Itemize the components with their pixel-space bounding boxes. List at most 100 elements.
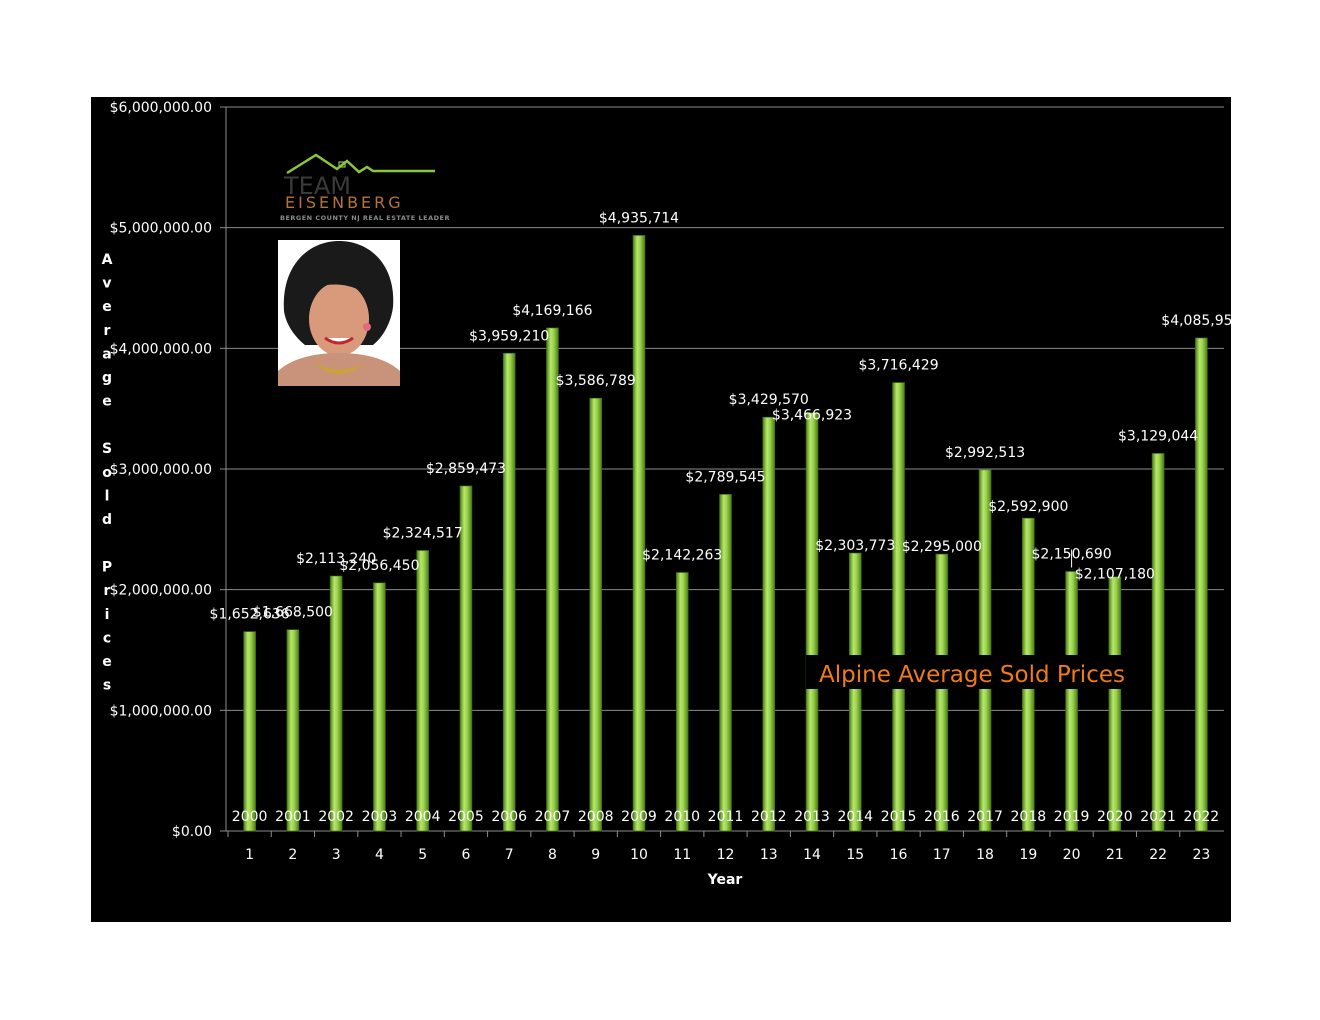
data-label: $4,085,958 [1161, 313, 1231, 329]
bar [978, 469, 992, 832]
x-tick-label: 10 [630, 847, 648, 863]
chart-title-backdrop [806, 655, 1136, 689]
y-tick-label: $6,000,000.00 [110, 100, 212, 116]
year-label: 2000 [232, 809, 268, 825]
y-axis-title-letter: e [102, 394, 112, 410]
data-labels: $1,652,636$1,668,500 $2,113,240$2,056,450… [210, 210, 1231, 622]
bar-chart: $0.00 $1,000,000.00 $2,000,000.00 $3,000,00… [102, 100, 1231, 888]
y-axis-ticks: $0.00 $1,000,000.00 $2,000,000.00 $3,000,00… [110, 100, 212, 840]
data-label: $2,056,450 [339, 558, 419, 574]
y-axis-title-letter: o [102, 465, 112, 481]
y-tick-label: $5,000,000.00 [110, 221, 212, 237]
team-eisenberg-logo: TEAM EISENBERG BERGEN COUNTY NJ REAL EST… [280, 153, 450, 222]
y-axis-title-letter: r [104, 323, 111, 339]
bar [329, 575, 343, 832]
data-label: $4,169,166 [512, 303, 592, 319]
y-axis-title-letter: r [104, 583, 111, 599]
x-axis-title: Year [707, 872, 743, 888]
year-label: 2022 [1184, 809, 1220, 825]
x-tick-label: 22 [1149, 847, 1167, 863]
data-label: $2,324,517 [383, 526, 463, 542]
year-label: 2018 [1011, 809, 1047, 825]
house-roof-icon [286, 153, 435, 175]
year-label: 2003 [362, 809, 398, 825]
year-labels: 2000 2001 2002 2003 2004 2005 2006 2007 2008 2009… [232, 809, 1219, 825]
x-tick-label: 1 [245, 847, 254, 863]
y-tick-label: $3,000,000.00 [110, 462, 212, 478]
logo-team-text: TEAM [283, 172, 351, 200]
year-label: 2005 [448, 809, 484, 825]
year-label: 2015 [881, 809, 917, 825]
bar [805, 412, 819, 832]
data-label: $3,716,429 [858, 358, 938, 374]
data-label: $2,142,263 [642, 548, 722, 564]
year-label: 2011 [708, 809, 744, 825]
data-label: $2,789,545 [685, 469, 765, 485]
year-label: 2017 [967, 809, 1003, 825]
bar [762, 416, 776, 832]
x-tick-label: 23 [1192, 847, 1210, 863]
data-label: $2,859,473 [426, 461, 506, 477]
bar [675, 572, 689, 832]
data-label: $1,652,636 [210, 607, 290, 623]
x-tick-label: 11 [673, 847, 691, 863]
x-tick-label: 14 [803, 847, 821, 863]
data-label: $1,668,500 [253, 605, 333, 621]
year-label: 2007 [535, 809, 571, 825]
data-label: $2,992,513 [945, 445, 1025, 461]
y-axis-title-letter: e [102, 299, 112, 315]
y-axis-title-letter: S [102, 441, 112, 457]
y-tick-label: $0.00 [172, 824, 212, 840]
bar [459, 485, 473, 832]
year-label: 2020 [1097, 809, 1133, 825]
year-label: 2008 [578, 809, 614, 825]
data-label: $2,113,240 [296, 551, 376, 567]
y-axis-title-letter: v [102, 276, 111, 292]
data-label: $3,429,570 [729, 392, 809, 408]
x-tick-label: 5 [418, 847, 427, 863]
house-window-icon [338, 161, 346, 168]
bar [1065, 571, 1078, 832]
x-tick-label: 4 [375, 847, 384, 863]
chart-panel: $0.00 $1,000,000.00 $2,000,000.00 $3,000,00… [91, 97, 1231, 922]
data-label: $3,129,044 [1118, 428, 1198, 444]
bar [632, 235, 646, 832]
y-axis-title-letter: A [102, 252, 113, 268]
bar [546, 327, 559, 832]
data-label: $4,935,714 [599, 210, 679, 226]
data-label: $3,959,210 [469, 328, 549, 344]
y-axis-title-letter: P [102, 560, 112, 576]
bar [1108, 576, 1122, 832]
y-tick-label: $2,000,000.00 [110, 583, 212, 599]
bar [286, 629, 300, 832]
x-tick-label: 13 [760, 847, 778, 863]
bar [848, 552, 862, 832]
bar [1195, 337, 1208, 832]
bar [892, 382, 905, 832]
year-label: 2016 [924, 809, 960, 825]
y-axis-title-letter: a [102, 346, 111, 362]
x-tick-label: 8 [548, 847, 557, 863]
year-label: 2013 [794, 809, 830, 825]
x-tick-label: 17 [933, 847, 951, 863]
logo-name-text: EISENBERG [285, 193, 404, 212]
bar [719, 494, 732, 832]
y-axis-title-letter: d [102, 512, 112, 528]
x-tick-label: 21 [1106, 847, 1124, 863]
year-label: 2006 [491, 809, 527, 825]
bar [589, 397, 603, 832]
y-axis-title-letter: e [102, 654, 112, 670]
x-tick-label: 7 [505, 847, 514, 863]
logo-tagline-text: BERGEN COUNTY NJ REAL ESTATE LEADER [280, 214, 450, 222]
year-label: 2009 [621, 809, 657, 825]
bar [373, 582, 386, 832]
year-label: 2012 [751, 809, 787, 825]
data-label: $2,303,773 [815, 538, 895, 554]
data-label: $2,592,900 [988, 499, 1068, 515]
x-tick-label: 19 [1019, 847, 1037, 863]
year-label: 2010 [664, 809, 700, 825]
y-axis-title-letter: s [103, 678, 111, 694]
y-axis-title-letter: l [105, 488, 110, 504]
x-tick-label: 2 [288, 847, 297, 863]
y-axis-title-letter: c [103, 630, 111, 646]
